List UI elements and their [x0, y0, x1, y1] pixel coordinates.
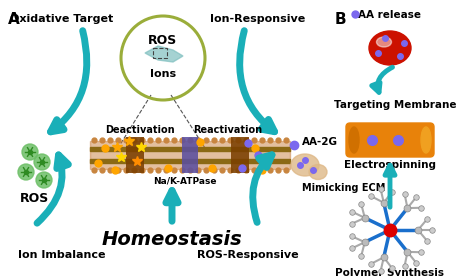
Bar — [153, 48, 167, 58]
Text: Electrospinning: Electrospinning — [344, 160, 436, 170]
Text: Ion Imbalance: Ion Imbalance — [18, 250, 106, 260]
Circle shape — [36, 172, 52, 188]
Bar — [90, 147, 290, 151]
Text: Targeting Membrane: Targeting Membrane — [334, 100, 456, 110]
Text: Ions: Ions — [150, 69, 176, 79]
Text: AA-2G: AA-2G — [302, 137, 338, 147]
Circle shape — [18, 164, 34, 180]
Text: A: A — [8, 12, 20, 27]
Bar — [90, 141, 290, 169]
Text: Ion-Responsive: Ion-Responsive — [210, 14, 306, 24]
Text: ROS-Responsive: ROS-Responsive — [197, 250, 299, 260]
Ellipse shape — [421, 127, 431, 153]
Text: Polymer Synthesis: Polymer Synthesis — [336, 268, 445, 276]
Text: Na/K-ATPase: Na/K-ATPase — [153, 177, 217, 186]
Bar — [231, 137, 249, 173]
Text: Homeostasis: Homeostasis — [101, 230, 242, 249]
Text: ROS: ROS — [148, 33, 178, 46]
Polygon shape — [145, 46, 183, 62]
Circle shape — [22, 144, 38, 160]
Ellipse shape — [309, 164, 327, 179]
Text: AA release: AA release — [358, 10, 421, 20]
Bar — [90, 159, 290, 163]
Ellipse shape — [291, 154, 319, 176]
Ellipse shape — [376, 37, 392, 47]
Text: Mimicking ECM: Mimicking ECM — [302, 183, 385, 193]
Bar — [182, 137, 198, 173]
Ellipse shape — [349, 127, 359, 153]
Text: Deactivation: Deactivation — [105, 125, 175, 135]
Ellipse shape — [369, 31, 411, 65]
Circle shape — [34, 154, 50, 170]
Text: Oxidative Target: Oxidative Target — [10, 14, 114, 24]
Bar — [126, 137, 144, 173]
Text: B: B — [335, 12, 346, 27]
Text: Reactivation: Reactivation — [193, 125, 263, 135]
FancyBboxPatch shape — [346, 123, 434, 157]
Text: ROS: ROS — [20, 192, 50, 205]
